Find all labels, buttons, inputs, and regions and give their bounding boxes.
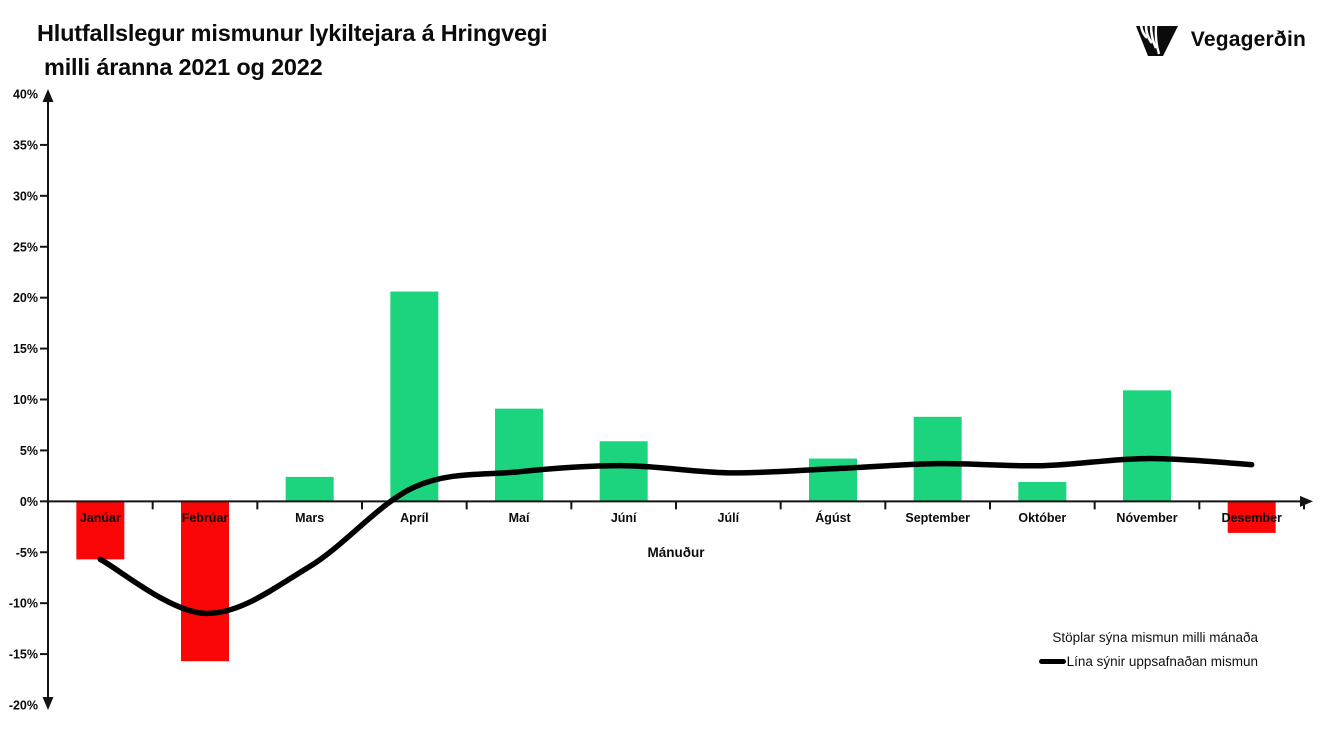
y-tick-label: -5% bbox=[16, 546, 38, 560]
vegagerdin-logo-icon bbox=[1135, 24, 1178, 56]
legend-line-label: Lína sýnir uppsafnaðan mismun bbox=[1066, 654, 1258, 669]
x-month-label-mars: Mars bbox=[295, 511, 324, 525]
x-month-label-janúar: Janúar bbox=[80, 511, 121, 525]
bar-janúar bbox=[76, 501, 125, 560]
bar-febrúar bbox=[181, 501, 229, 662]
y-tick-label: 25% bbox=[13, 240, 38, 254]
x-month-label-febrúar: Febrúar bbox=[182, 511, 229, 525]
x-axis-arrow-icon bbox=[1300, 495, 1313, 507]
chart-title: Hlutfallslegur mismunur lykiltejara á Hr… bbox=[37, 16, 548, 84]
y-tick-label: -10% bbox=[9, 597, 38, 611]
line-marker-icon bbox=[1038, 659, 1066, 664]
y-tick-label: 35% bbox=[13, 138, 38, 152]
bar-ágúst bbox=[809, 458, 857, 502]
cumulative-line bbox=[97, 455, 1255, 617]
y-tick-label: 40% bbox=[13, 88, 38, 102]
bar-maí bbox=[495, 408, 543, 502]
chart-title-line1: Hlutfallslegur mismunur lykiltejara á Hr… bbox=[37, 20, 548, 46]
x-month-label-október: Október bbox=[1018, 511, 1066, 525]
x-month-label-apríl: Apríl bbox=[400, 511, 428, 525]
bar-september bbox=[913, 416, 962, 502]
bar-apríl bbox=[390, 291, 439, 502]
x-month-label-nóvember: Nóvember bbox=[1116, 511, 1177, 525]
vegagerdin-logo-text: Vegagerðin bbox=[1190, 28, 1306, 51]
y-tick-label: 20% bbox=[13, 291, 38, 305]
x-month-label-júní: Júní bbox=[611, 511, 637, 525]
legend-line-item: Lína sýnir uppsafnaðan mismun bbox=[1038, 653, 1258, 670]
y-tick-label: 5% bbox=[20, 444, 38, 458]
bar-nóvember bbox=[1123, 390, 1171, 502]
bar-október bbox=[1018, 481, 1067, 502]
vegagerdin-logo: Vegagerðin bbox=[1132, 20, 1306, 60]
y-tick-label: -15% bbox=[9, 648, 38, 662]
x-month-label-maí: Maí bbox=[509, 511, 530, 525]
bar-desember bbox=[1227, 501, 1276, 533]
chart-title-line2: milli áranna 2021 og 2022 bbox=[44, 54, 323, 80]
x-month-label-ágúst: Ágúst bbox=[815, 510, 851, 525]
x-month-label-desember: Desember bbox=[1221, 511, 1282, 525]
y-tick-label: 15% bbox=[13, 342, 38, 356]
x-axis-title: Mánuður bbox=[648, 545, 706, 560]
y-tick-label: 30% bbox=[13, 189, 38, 203]
y-axis-bottom-arrow-icon bbox=[42, 697, 54, 710]
chart-legend: Stöplar sýna mismun milli mánaða Lína sý… bbox=[1038, 629, 1258, 670]
x-month-label-júlí: Júlí bbox=[718, 511, 740, 525]
y-tick-label: 0% bbox=[20, 495, 38, 509]
bar-júní bbox=[599, 441, 648, 502]
y-axis-top-arrow-icon bbox=[42, 89, 54, 102]
y-tick-label: 10% bbox=[13, 393, 38, 407]
bar-mars bbox=[285, 476, 334, 502]
y-tick-label: -20% bbox=[9, 699, 38, 713]
x-month-label-september: September bbox=[905, 511, 970, 525]
legend-bars-label: Stöplar sýna mismun milli mánaða bbox=[1052, 630, 1258, 645]
